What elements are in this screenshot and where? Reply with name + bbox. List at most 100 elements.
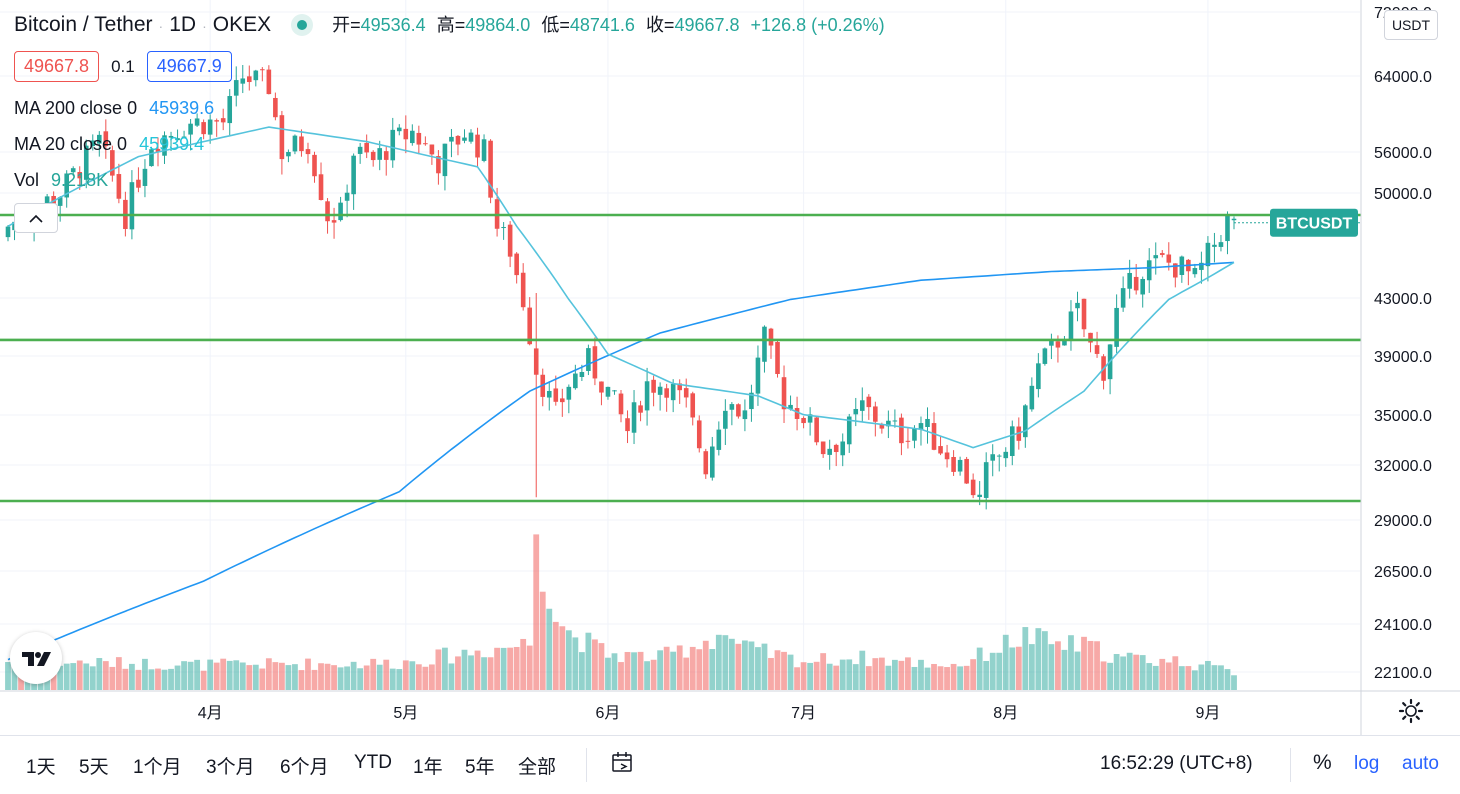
range-1m-button[interactable]: 1个月 [133,757,182,778]
volume-bar [161,669,168,690]
candle-body [423,143,428,145]
range-1y-button[interactable]: 1年 [413,757,443,778]
volume-bar [272,662,279,690]
symbol-tag [1270,208,1358,237]
candle-body [794,408,800,419]
candle-body [253,70,259,81]
sell-price-button[interactable]: 49667.8 [14,51,100,82]
range-all-button[interactable]: 全部 [518,757,557,778]
collapse-legend-button[interactable] [14,203,58,233]
candle-body [560,398,565,403]
volume-bar [1087,640,1094,690]
ma200-name[interactable]: MA 200 close 0 [14,98,138,118]
volume-bar [396,669,403,690]
time-axis[interactable]: 4月 5月 6月 7月 8月 9月 [0,690,1460,722]
low-label: 低= [541,15,570,35]
range-6m-button[interactable]: 6个月 [280,757,329,778]
candle-body [318,174,324,200]
candle-body [5,226,11,238]
candle-body [690,393,696,418]
volume-bar [344,666,351,690]
candle-body [573,373,578,389]
volume-name[interactable]: Vol [14,170,40,190]
tradingview-logo-icon [22,652,51,666]
exchange-label[interactable]: OKEX [212,13,272,36]
volume-bar [402,660,409,690]
volume-bar [500,647,507,690]
volume-bar [976,647,983,690]
candle-body [892,420,898,422]
volume-bar [852,664,859,690]
volume-bar [181,661,187,690]
volume-bar [89,666,96,690]
candle-body [859,400,865,411]
volume-bar [826,663,833,690]
moving-averages [7,126,1235,661]
separator-dot: · [202,18,207,34]
percent-scale-button[interactable]: % [1313,751,1332,774]
candle-body [644,381,650,411]
candle-body [299,136,304,152]
candle-body [931,423,937,450]
auto-scale-button[interactable]: auto [1402,753,1439,774]
candle-body [638,405,643,413]
volume-bar [96,658,103,690]
volume-bar [135,669,142,690]
volume-bar [572,637,579,690]
candle-body [520,272,526,308]
candle-body [507,224,513,257]
range-5y-button[interactable]: 5年 [465,757,495,778]
candle-body [944,452,950,460]
date-range-icon[interactable] [610,750,636,776]
price-axis[interactable]: 72000.064000.056000.050000.043000.039000… [1360,0,1460,735]
gear-icon[interactable] [1398,698,1424,724]
open-label: 开= [332,15,361,35]
volume-bar [337,667,344,690]
toolbar-divider [586,748,587,782]
volume-bar [559,626,566,690]
candle-body [631,402,637,433]
candle-body [579,372,585,377]
tradingview-logo[interactable] [10,632,62,684]
separator-dot: · [158,18,164,34]
volume-bar [142,658,148,690]
volume-bar [1172,656,1179,690]
volume-bar [331,665,337,690]
clock-timezone[interactable]: 16:52:29 (UTC+8) [1100,753,1253,774]
market-open-icon [291,14,314,37]
candle-body [801,417,806,424]
candle-body [292,135,298,152]
range-1d-button[interactable]: 1天 [26,757,56,778]
candle-body [592,346,598,379]
range-ytd-button[interactable]: YTD [354,752,392,773]
candle-body [833,444,839,453]
buy-price-button[interactable]: 49667.9 [146,51,232,82]
range-3m-button[interactable]: 3个月 [206,757,255,778]
candle-body [181,136,187,139]
volume-bar [891,659,898,690]
candle-body [775,342,780,374]
currency-button[interactable]: USDT [1384,10,1438,40]
candle-body [142,168,148,186]
symbol-title[interactable]: Bitcoin / Tether [14,13,153,36]
candle-body [1199,262,1204,270]
interval-label[interactable]: 1D [169,13,197,36]
candle-body [1075,302,1080,309]
candle-body [814,417,819,443]
volume-bar [1139,655,1146,690]
volume-bar [389,668,396,690]
log-scale-button[interactable]: log [1354,753,1380,774]
candle-body [331,220,337,223]
candle-body [110,150,115,176]
candle-body [1231,218,1237,221]
range-5d-button[interactable]: 5天 [79,757,109,778]
candle-body [260,69,265,71]
candle-body [723,410,728,429]
candle-body [1003,451,1009,459]
y-tick-label: 26500.0 [1374,564,1432,581]
volume-bar [1048,644,1055,690]
ma20-name[interactable]: MA 20 close 0 [14,134,128,154]
volume-bar [246,665,253,690]
volume-value: 9.218K [51,170,109,190]
